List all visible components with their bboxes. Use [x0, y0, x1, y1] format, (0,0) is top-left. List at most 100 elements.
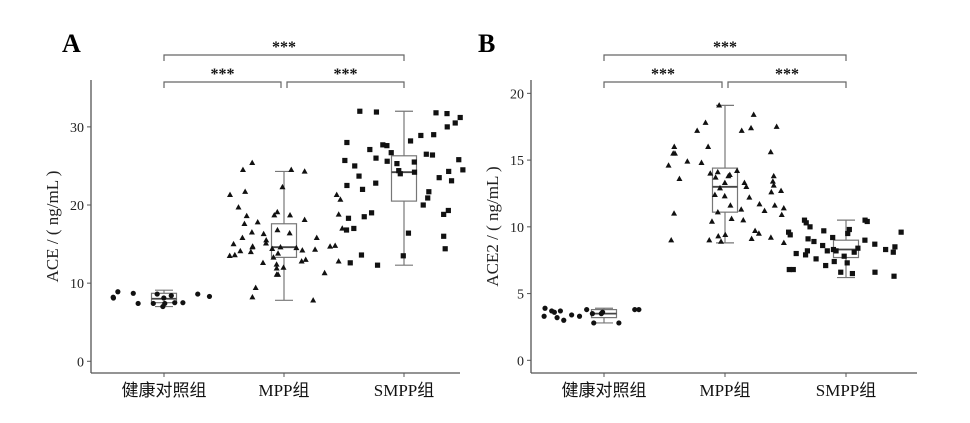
- data-point: [384, 158, 390, 164]
- bracket-line: [286, 81, 405, 88]
- data-point: [310, 297, 317, 303]
- data-point: [803, 220, 809, 226]
- data-point: [761, 207, 768, 214]
- data-point: [302, 256, 309, 262]
- data-point: [738, 206, 745, 212]
- data-point: [242, 188, 249, 194]
- data-point: [576, 313, 583, 319]
- data-point: [231, 251, 238, 258]
- data-point: [247, 248, 254, 255]
- x-tick-label: SMPP组: [816, 381, 876, 400]
- data-point: [805, 236, 811, 242]
- data-point: [135, 300, 141, 307]
- y-axis-label: ACE2 / ( ng/mL ): [483, 166, 502, 286]
- data-point: [598, 310, 604, 317]
- x-tick-label: 健康对照组: [562, 381, 647, 400]
- data-point: [767, 148, 774, 155]
- data-point: [716, 102, 723, 108]
- data-point: [436, 175, 442, 181]
- data-point: [711, 191, 718, 197]
- data-point: [400, 253, 406, 259]
- data-point: [705, 143, 712, 149]
- data-point: [728, 215, 735, 222]
- data-point: [767, 234, 774, 240]
- data-point: [748, 235, 755, 242]
- bracket-line: [727, 81, 847, 88]
- significance-bracket: ***: [286, 66, 405, 88]
- data-point: [394, 161, 400, 167]
- data-point: [844, 260, 850, 266]
- data-point: [891, 273, 897, 279]
- significance-bracket: ***: [603, 39, 847, 61]
- data-point: [452, 120, 458, 126]
- data-point: [420, 202, 426, 208]
- data-point: [249, 159, 256, 166]
- y-tick-label: 30: [70, 121, 84, 136]
- data-point: [790, 266, 796, 273]
- y-tick-label: 5: [517, 288, 524, 303]
- data-point: [831, 258, 837, 265]
- data-point: [431, 132, 437, 138]
- data-point: [168, 293, 174, 299]
- panel-a: A 0 10 20 30 ACE / ( ng/mL ) 健康对照组 MPP组 SMPP组 ***…: [43, 29, 466, 400]
- y-tick-label: 0: [77, 355, 84, 370]
- data-point: [263, 236, 270, 243]
- data-point: [712, 174, 719, 180]
- data-point: [841, 253, 847, 259]
- data-point: [444, 124, 450, 130]
- data-point: [332, 242, 339, 248]
- data-point: [274, 208, 281, 215]
- y-tick-label: 20: [510, 87, 524, 102]
- significance-bracket: ***: [163, 39, 405, 61]
- data-point: [636, 306, 642, 313]
- data-point: [273, 271, 280, 277]
- data-point: [344, 182, 350, 189]
- data-point: [778, 187, 785, 193]
- data-point: [448, 178, 455, 184]
- data-point: [823, 262, 829, 269]
- panel-label: B: [478, 29, 495, 58]
- x-tick-label: SMPP组: [374, 381, 434, 400]
- data-point: [423, 151, 429, 157]
- data-point: [722, 231, 729, 238]
- data-point: [671, 143, 678, 149]
- data-point: [335, 258, 342, 264]
- data-point: [226, 252, 233, 258]
- data-point: [287, 211, 294, 218]
- data-point: [715, 232, 722, 239]
- significance-label: ***: [334, 66, 358, 83]
- data-point: [254, 219, 261, 225]
- data-point: [441, 233, 447, 239]
- data-point: [442, 246, 448, 252]
- data-point: [195, 291, 201, 297]
- data-point: [851, 249, 857, 255]
- data-point: [780, 239, 787, 246]
- data-point: [769, 178, 776, 184]
- data-point: [855, 245, 861, 251]
- data-point: [801, 217, 808, 223]
- data-point: [373, 155, 379, 161]
- data-point: [269, 245, 276, 251]
- data-point: [260, 230, 267, 237]
- data-point: [706, 236, 713, 243]
- bracket-line: [603, 81, 723, 88]
- data-point: [591, 320, 597, 326]
- data-point: [820, 242, 826, 249]
- data-point: [241, 220, 248, 226]
- data-point: [397, 171, 403, 177]
- data-point: [384, 143, 390, 149]
- data-point: [721, 179, 728, 185]
- data-point: [180, 300, 186, 306]
- data-point: [445, 207, 451, 214]
- data-point: [750, 111, 757, 117]
- data-point: [725, 172, 732, 179]
- data-point: [243, 212, 250, 219]
- data-point: [446, 168, 452, 175]
- data-point: [872, 241, 878, 247]
- data-point: [298, 258, 305, 264]
- data-point: [718, 238, 725, 244]
- data-point: [862, 237, 868, 243]
- data-point: [665, 162, 672, 168]
- data-point: [898, 229, 904, 235]
